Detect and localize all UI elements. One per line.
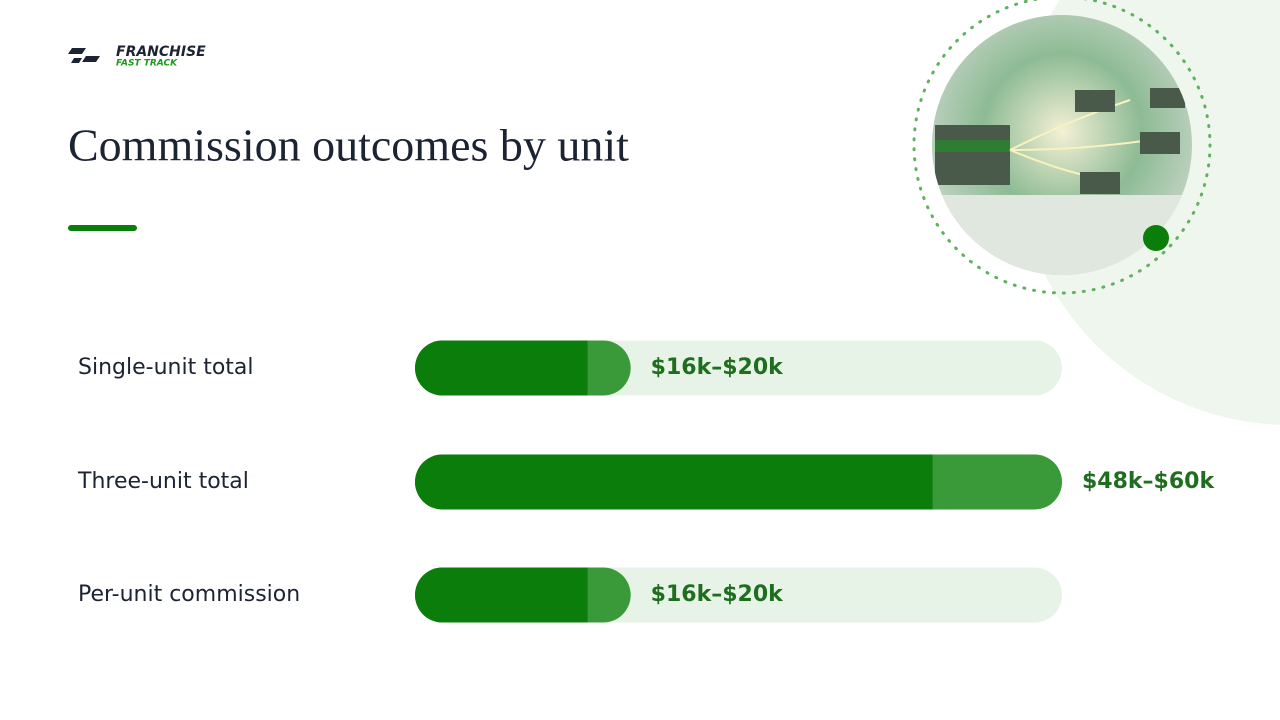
value-label: $48k–$60k bbox=[1082, 469, 1215, 494]
decor-dot bbox=[1143, 225, 1169, 251]
category-label: Three-unit total bbox=[77, 469, 249, 494]
dotted-ring bbox=[912, 0, 1212, 295]
value-label: $16k–$20k bbox=[651, 582, 784, 607]
category-label: Per-unit commission bbox=[78, 582, 300, 607]
bar-low-edge bbox=[560, 340, 588, 396]
logo-subtext: FAST TRACK bbox=[116, 59, 178, 69]
logo: FRANCHISE FAST TRACK bbox=[68, 44, 206, 69]
bar-low bbox=[415, 567, 588, 623]
title-accent bbox=[68, 225, 137, 231]
bar-low bbox=[415, 340, 588, 396]
bar-low-edge bbox=[560, 567, 588, 623]
value-label: $16k–$20k bbox=[651, 355, 784, 380]
chart-title: Commission outcomes by unit bbox=[68, 120, 629, 171]
logo-text: FRANCHISE bbox=[116, 44, 206, 60]
bar-low bbox=[415, 454, 933, 510]
bar-low-edge bbox=[905, 454, 933, 510]
category-label: Single-unit total bbox=[78, 355, 254, 380]
